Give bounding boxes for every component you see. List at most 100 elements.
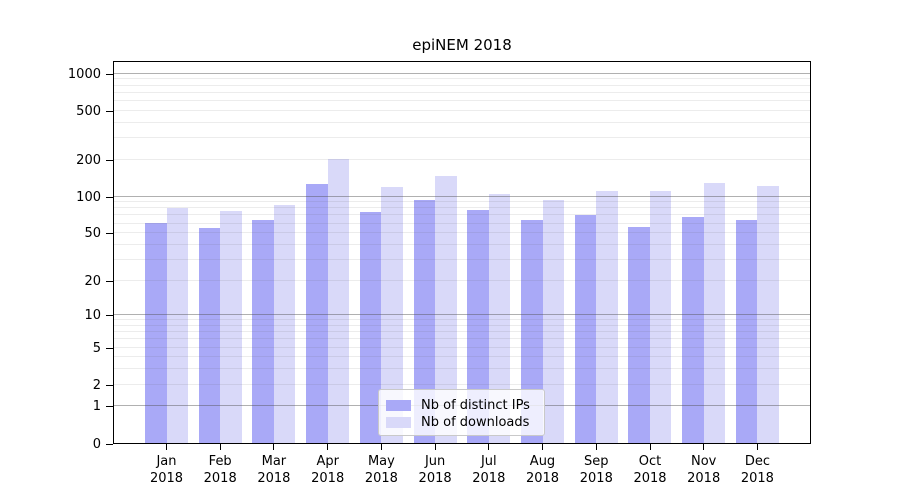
gridline-major-10 [114, 314, 810, 316]
y-tick-label-500: 500 [76, 103, 101, 119]
bar-downloads-jun [435, 175, 457, 443]
y-tick-label-0: 0 [92, 436, 101, 452]
x-tick-dec [756, 444, 758, 450]
gridline-minor-5 [114, 346, 810, 348]
gridline-minor-9 [114, 319, 810, 321]
x-label-month: Jan [156, 454, 177, 469]
x-label-year: 2018 [149, 471, 184, 486]
gridline-minor-800 [114, 84, 810, 86]
x-tick-sep [595, 444, 597, 450]
legend-item-distinct-ips: Nb of distinct IPs [386, 397, 534, 413]
x-tick-may [380, 444, 382, 450]
bar-downloads-aug [542, 199, 565, 443]
x-label-year: 2018 [364, 471, 398, 486]
gridline-minor-90 [114, 201, 810, 202]
gridline-minor-400 [114, 121, 810, 123]
y-tick-500 [106, 110, 113, 112]
x-tick-label-jun: Jun 2018 [403, 453, 467, 487]
legend-swatch-distinct-ips [386, 399, 411, 411]
gridline-minor-2 [114, 383, 810, 385]
y-tick-5 [106, 347, 113, 349]
x-tick-label-feb: Feb 2018 [188, 453, 252, 487]
x-label-month: Jul [480, 454, 497, 469]
x-tick-aug [542, 444, 543, 450]
legend-label-downloads: Nb of downloads [421, 414, 530, 430]
bar-downloads-nov [703, 182, 726, 443]
gridline-minor-7 [114, 331, 810, 333]
gridline-minor-200 [114, 158, 810, 160]
x-label-year: 2018 [472, 471, 506, 486]
gridline-minor-40 [114, 243, 810, 245]
x-label-year: 2018 [418, 471, 452, 486]
gridline-minor-3 [114, 368, 810, 370]
legend: Nb of distinct IPs Nb of downloads [378, 389, 545, 436]
gridline-minor-4 [114, 356, 810, 358]
bar-distinct-ips-mar [252, 219, 274, 443]
bar-distinct-ips-aug [521, 220, 543, 443]
bar-downloads-oct [649, 190, 672, 443]
plot-area: Nb of distinct IPs Nb of downloads [113, 61, 811, 444]
y-tick-label-10: 10 [84, 308, 101, 324]
x-tick-label-dec: Dec 2018 [725, 453, 789, 487]
bar-downloads-may [381, 187, 403, 443]
y-tick-100 [106, 196, 113, 198]
x-tick-jul [488, 444, 490, 450]
x-tick-label-apr: Apr 2018 [296, 453, 360, 487]
bar-distinct-ips-apr [306, 184, 328, 443]
x-tick-nov [703, 444, 705, 450]
x-tick-feb [219, 444, 221, 450]
y-tick-1 [106, 406, 113, 408]
bar-downloads-jul [488, 193, 511, 443]
x-tick-label-oct: Oct 2018 [618, 453, 682, 487]
x-label-month: May [367, 454, 395, 469]
x-label-year: 2018 [257, 471, 291, 486]
bar-downloads-apr [327, 159, 350, 443]
x-tick-label-mar: Mar 2018 [242, 453, 306, 487]
x-tick-apr [327, 444, 329, 450]
x-label-year: 2018 [311, 471, 345, 486]
gridline-minor-500 [114, 109, 810, 111]
bar-downloads-feb [220, 210, 242, 443]
x-label-month: Sep [584, 454, 609, 469]
gridline-minor-300 [114, 137, 810, 138]
y-tick-label-1000: 1000 [67, 66, 101, 82]
y-tick-0 [106, 443, 113, 445]
x-label-month: Feb [208, 454, 232, 469]
x-tick-label-jul: Jul 2018 [457, 453, 521, 487]
y-tick-50 [106, 233, 113, 234]
x-tick-oct [649, 444, 651, 450]
x-tick-label-jan: Jan 2018 [135, 453, 199, 487]
x-label-year: 2018 [633, 471, 667, 486]
gridline-minor-50 [114, 232, 810, 233]
y-tick-label-50: 50 [84, 226, 101, 241]
x-label-month: Aug [529, 454, 556, 469]
bar-distinct-ips-jun [413, 200, 436, 443]
x-label-month: Mar [261, 454, 287, 469]
x-label-year: 2018 [740, 471, 774, 486]
gridline-minor-6 [114, 338, 810, 340]
x-label-month: Dec [744, 454, 770, 469]
gridline-minor-20 [114, 279, 810, 281]
gridline-minor-900 [114, 78, 810, 80]
y-tick-label-20: 20 [84, 273, 101, 289]
gridline-minor-70 [114, 214, 810, 216]
bar-distinct-ips-sep [574, 214, 597, 443]
bar-distinct-ips-feb [198, 227, 221, 443]
bar-downloads-mar [273, 204, 296, 443]
gridline-major-100 [114, 195, 810, 197]
x-tick-label-aug: Aug 2018 [511, 453, 575, 487]
x-tick-label-may: May 2018 [349, 453, 413, 487]
y-tick-1000 [106, 73, 113, 75]
y-tick-200 [106, 159, 113, 161]
x-tick-label-sep: Sep 2018 [564, 453, 628, 487]
bar-distinct-ips-nov [682, 217, 704, 443]
gridline-minor-30 [114, 258, 810, 260]
x-label-year: 2018 [687, 471, 721, 486]
x-tick-label-nov: Nov 2018 [672, 453, 736, 487]
y-tick-label-100: 100 [76, 189, 101, 205]
legend-label-distinct-ips: Nb of distinct IPs [421, 397, 530, 413]
bar-downloads-sep [596, 190, 618, 443]
legend-item-downloads: Nb of downloads [386, 414, 534, 430]
gridline-minor-60 [114, 222, 810, 224]
